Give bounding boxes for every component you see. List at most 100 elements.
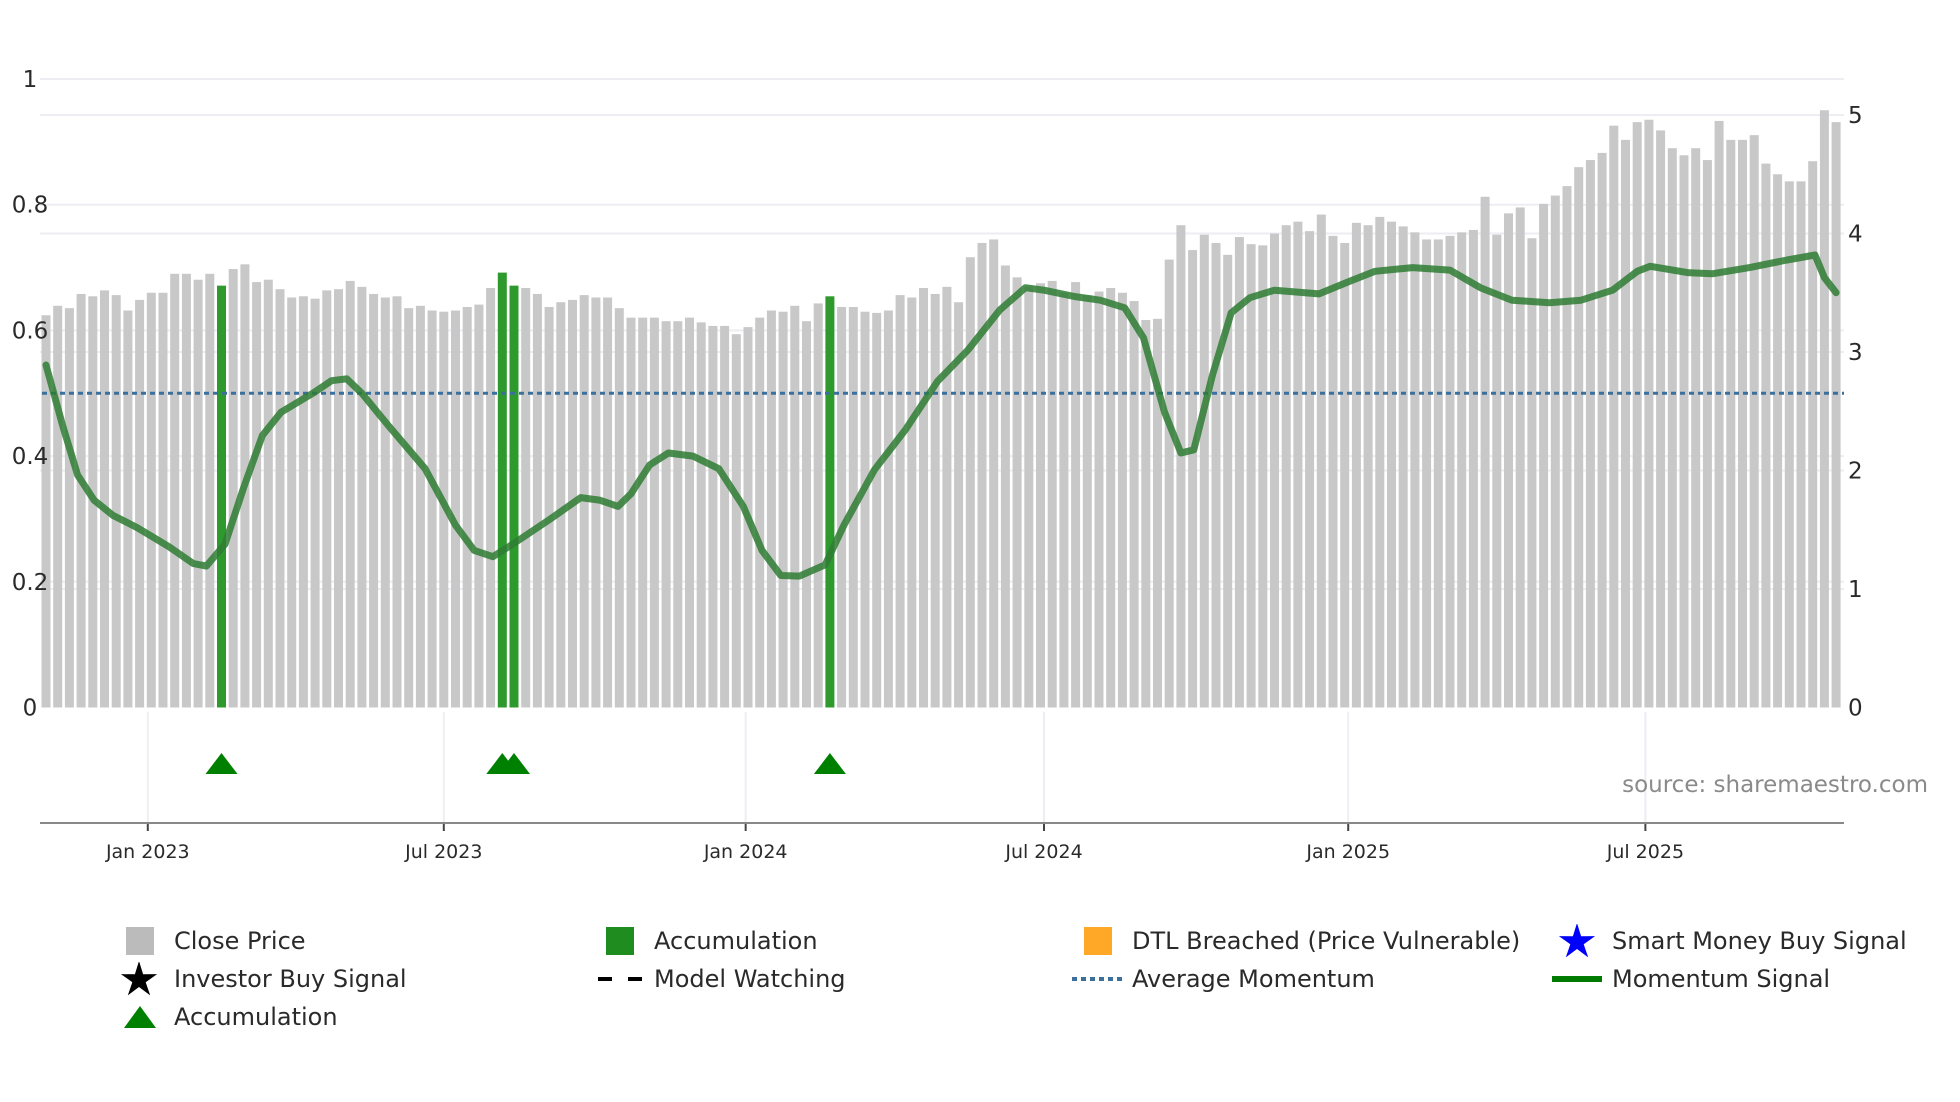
close-price-bar [1036,283,1045,708]
close-price-bar [802,321,811,708]
close-price-bar [1761,163,1771,708]
close-price-bar [380,297,390,708]
close-price-bar [544,306,554,708]
right-tick-label: 4 [1848,222,1863,248]
close-price-bar [521,288,531,708]
close-price-bar [1819,110,1829,708]
close-price-bar [919,288,928,708]
x-tick-label: Jan 2025 [1305,841,1390,863]
close-price-bar [404,308,414,708]
x-tick-label: Jul 2023 [404,841,482,863]
left-tick-label: 1 [23,67,38,93]
close-price-bar [1281,225,1291,708]
accumulation-triangle-marker [498,753,530,774]
axes: 0 0.2 0.4 0.6 0.8 1 0 1 2 3 4 5 Jan 2023 Jul 2023 Jan … [12,67,1863,863]
accumulation-bar [217,285,226,708]
close-price-bar [263,279,273,708]
close-price-bar [170,273,180,708]
close-price-bar [135,299,145,708]
close-price-bar [76,293,86,708]
right-tick-label: 0 [1848,696,1863,722]
close-price-bar [298,296,308,708]
close-price-bar [181,273,191,708]
x-tick-label: Jan 2023 [105,841,190,863]
close-price-bar [837,306,847,708]
close-price-bar [1328,235,1338,708]
close-price-bar [1211,242,1221,708]
close-price-bar [626,317,636,708]
close-price-bar [1059,292,1069,708]
left-tick-label: 0.8 [12,193,49,219]
close-price-bar [1796,181,1806,708]
right-tick-label: 1 [1848,577,1863,603]
green-line-icon [1552,962,1608,996]
left-tick-label: 0 [23,696,38,722]
close-price-bar [1504,213,1513,708]
close-price-bar [1714,120,1724,708]
close-price-bar [1422,239,1432,708]
close-price-bar [790,305,800,708]
momentum-signal-line [42,251,1840,580]
close-price-bar [310,298,320,708]
close-price-bar [146,292,156,708]
left-tick-label: 0.2 [12,570,49,596]
close-price-bar [474,304,484,708]
close-price-bar [1515,207,1525,708]
close-price-bar [1129,301,1139,708]
close-price-bar [1656,130,1666,708]
close-price-bar [696,322,706,708]
close-price-bar [1597,152,1607,708]
close-price-bar [1188,250,1198,708]
close-price-bar [720,325,730,708]
black-star-icon [114,961,164,996]
close-price-bar [1164,259,1174,708]
close-price-bar [977,242,987,708]
left-tick-label: 0.4 [12,444,49,470]
close-price-bar [369,293,379,708]
close-price-bar [228,269,238,708]
close-price-bar [1621,139,1630,708]
close-price-bar [1527,238,1537,708]
close-price-bar [1539,203,1549,708]
close-price-bar [1199,234,1209,708]
blue-star-icon [1552,923,1602,958]
close-price-bar [872,312,882,708]
close-price-bar [1679,155,1689,708]
close-price-bar [989,239,999,708]
close-price-bar [1398,226,1408,708]
close-price-bar [392,296,402,708]
close-price-bar [1691,148,1701,708]
right-tick-label: 5 [1848,103,1863,129]
orange-square-icon [1072,924,1122,958]
close-price-bar [708,325,718,708]
legend-label: DTL Breached (Price Vulnerable) [1132,927,1521,955]
close-price-bar [731,334,741,708]
close-price-bar [1094,291,1104,708]
legend-label: Accumulation [174,1003,338,1031]
close-price-bar [1702,160,1712,708]
close-price-bar [1176,225,1186,708]
close-price-bar [1106,288,1116,708]
close-price-bar [1831,122,1841,708]
close-price-bar [1644,119,1654,708]
close-price-bar [158,292,168,708]
close-price-bar [1246,244,1256,708]
close-price-bar [638,317,648,708]
close-price-bar [123,310,133,708]
close-price-bar [345,280,355,708]
close-price-bar [1082,295,1092,708]
close-price-bar [53,305,63,708]
x-tick-label: Jul 2024 [1004,841,1082,863]
close-price-bar [275,289,285,708]
close-price-bar [1340,242,1350,708]
close-price-bar [778,311,788,708]
close-price-bar [895,295,905,708]
close-price-bar [100,290,109,708]
gray-square-icon [114,924,164,958]
close-price-bar [1024,286,1034,708]
legend-label: Investor Buy Signal [174,965,407,993]
close-price-bar [766,310,776,708]
close-price-bar [64,308,74,708]
close-price-bar [1632,122,1642,708]
